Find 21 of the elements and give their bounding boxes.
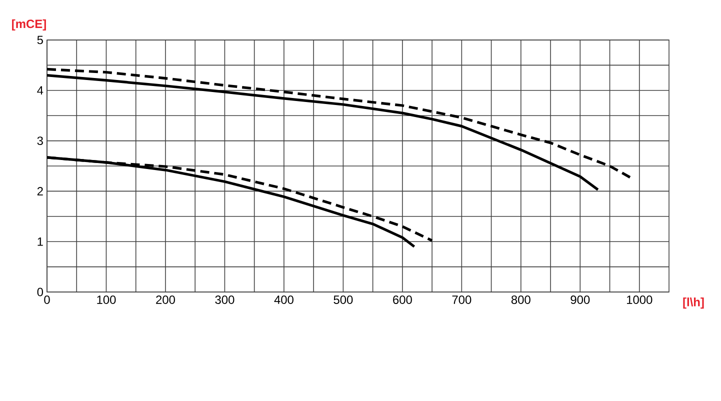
x-tick-label: 700 [452, 296, 472, 304]
y-tick-label: 4 [37, 86, 44, 95]
y-axis-title: [mCE] [12, 19, 46, 30]
x-tick-label: 200 [156, 296, 175, 304]
line-series [47, 68, 632, 179]
x-tick-label: 600 [393, 296, 412, 304]
x-tick-label: 300 [215, 296, 234, 304]
x-tick-label: 900 [570, 296, 590, 304]
x-tick-label: 0 [44, 296, 50, 304]
x-tick-label: 800 [511, 296, 530, 304]
y-tick-label: 5 [37, 36, 43, 44]
x-tick-label: 400 [274, 296, 294, 304]
x-axis-title: [l\h] [683, 298, 704, 309]
y-tick-label: 1 [38, 237, 43, 246]
y-tick-label: 0 [37, 288, 44, 296]
x-tick-label: 500 [334, 296, 353, 304]
line-series [47, 74, 600, 191]
y-tick-label: 3 [37, 136, 43, 146]
x-tick-label: 100 [97, 296, 116, 304]
x-tick-label: 1000 [626, 296, 652, 304]
y-tick-label: 2 [37, 187, 43, 196]
